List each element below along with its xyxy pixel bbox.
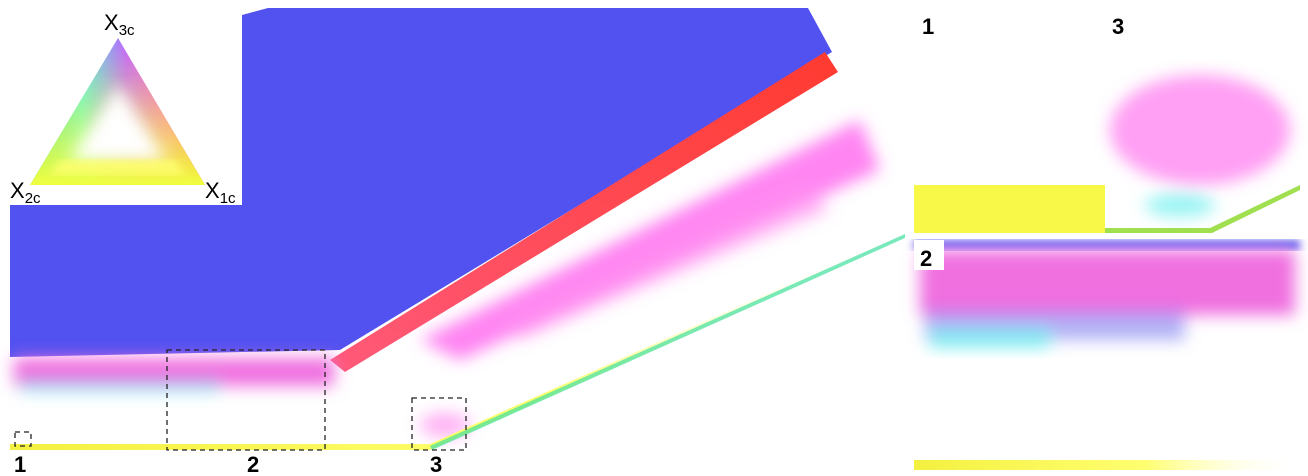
inset-2: 2 [914, 240, 1300, 472]
inset-1: 1 [914, 14, 1105, 233]
inset-label: 3 [1112, 14, 1124, 39]
inset-label: 1 [922, 14, 934, 39]
region-label: 1 [14, 452, 26, 476]
figure: 1 2 3 X3c X2c X1c 1 3 2 [0, 0, 1308, 476]
region-label: 2 [247, 452, 259, 476]
region-label: 3 [430, 452, 442, 476]
legend: X3c X2c X1c [0, 0, 242, 207]
inset-label: 2 [920, 246, 932, 271]
inset-3: 3 [1105, 14, 1300, 233]
